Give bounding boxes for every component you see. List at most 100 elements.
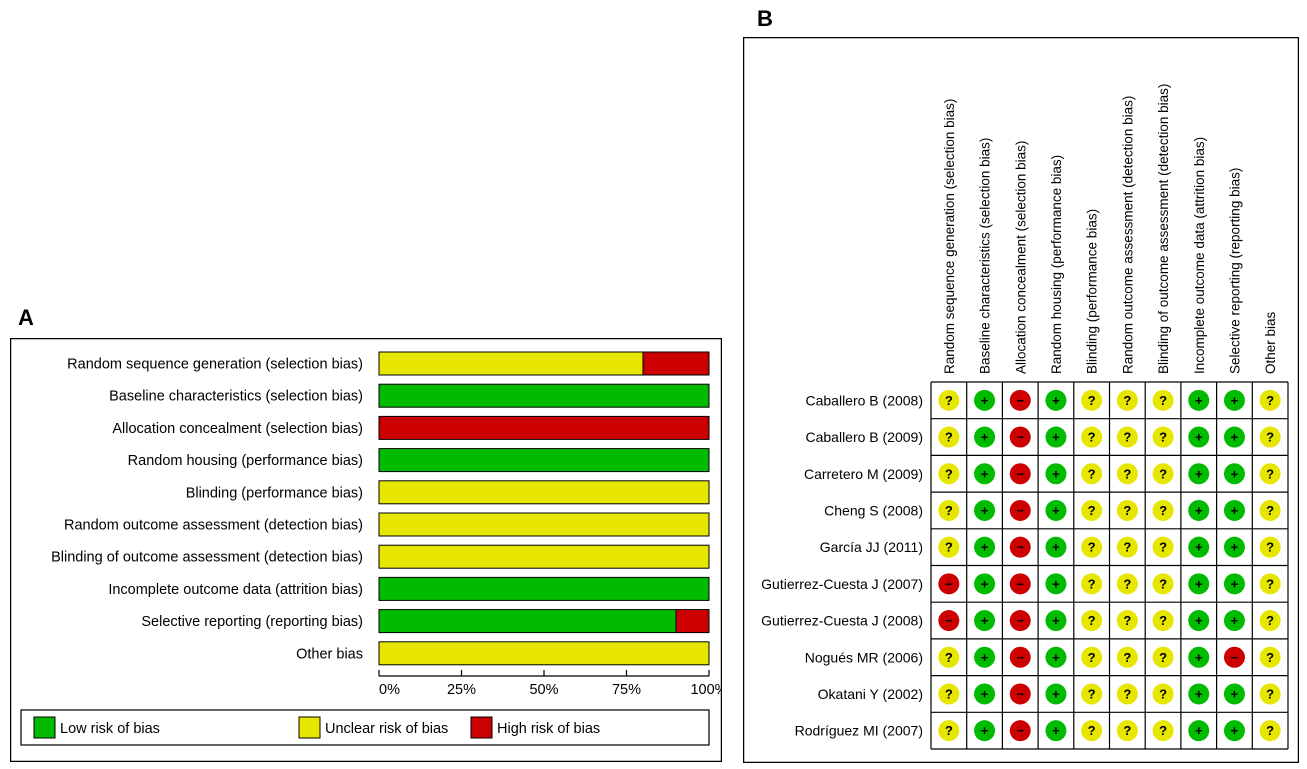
judgement-dot <box>1009 573 1031 595</box>
judgement-unclear: ? <box>1259 389 1281 411</box>
judgement-low: + <box>1188 573 1210 595</box>
judgement-symbol: ? <box>1123 650 1131 665</box>
judgement-dot <box>1009 389 1031 411</box>
judgement-unclear: ? <box>1081 389 1103 411</box>
judgement-dot <box>1116 463 1138 485</box>
judgement-symbol: + <box>1052 430 1060 445</box>
judgement-unclear: ? <box>1152 683 1174 705</box>
judgement-symbol: + <box>1052 466 1060 481</box>
judgement-symbol: + <box>1052 686 1060 701</box>
judgement-unclear: ? <box>1259 720 1281 742</box>
judgement-unclear: ? <box>1259 426 1281 448</box>
judgement-symbol: ? <box>1266 466 1274 481</box>
judgement-low: + <box>1045 499 1067 521</box>
judgement-high: − <box>938 573 960 595</box>
category-label: Random outcome assessment (detection bia… <box>64 518 363 534</box>
judgement-symbol: ? <box>1088 686 1096 701</box>
judgement-dot <box>1152 573 1174 595</box>
judgement-symbol: + <box>1231 430 1239 445</box>
judgement-dot <box>1259 683 1281 705</box>
judgement-dot <box>1259 610 1281 632</box>
judgement-high: − <box>1009 573 1031 595</box>
judgement-symbol: + <box>1195 466 1203 481</box>
judgement-dot <box>1045 536 1067 558</box>
risk-of-bias-summary: Random sequence generation (selection bi… <box>743 37 1299 763</box>
judgement-unclear: ? <box>1116 499 1138 521</box>
category-label: Blinding of outcome assessment (detectio… <box>51 550 363 566</box>
judgement-high: − <box>1009 646 1031 668</box>
study-label: García JJ (2011) <box>820 539 923 555</box>
judgement-dot <box>938 610 960 632</box>
x-tick-label: 75% <box>612 682 641 698</box>
judgement-symbol: − <box>1016 503 1024 518</box>
judgement-symbol: − <box>1016 540 1024 555</box>
judgement-symbol: + <box>1231 393 1239 408</box>
judgement-dot <box>1188 610 1210 632</box>
judgement-symbol: − <box>945 613 953 628</box>
judgement-symbol: ? <box>1159 466 1167 481</box>
judgement-symbol: ? <box>945 650 953 665</box>
x-tick-label: 25% <box>447 682 476 698</box>
judgement-dot <box>1188 720 1210 742</box>
judgement-low: + <box>1045 389 1067 411</box>
judgement-unclear: ? <box>1152 536 1174 558</box>
legend-swatch-low <box>33 716 56 739</box>
judgement-low: + <box>1223 499 1245 521</box>
legend-label-unclear: Unclear risk of bias <box>325 721 448 737</box>
judgement-unclear: ? <box>1259 610 1281 632</box>
judgement-symbol: ? <box>1266 576 1274 591</box>
judgement-dot <box>1259 499 1281 521</box>
judgement-low: + <box>1045 646 1067 668</box>
judgement-symbol: + <box>1195 723 1203 738</box>
judgement-dot <box>1081 683 1103 705</box>
judgement-dot <box>1116 720 1138 742</box>
judgement-symbol: + <box>1052 723 1060 738</box>
judgement-dot <box>974 610 996 632</box>
judgement-low: + <box>1223 610 1245 632</box>
judgement-high: − <box>1009 536 1031 558</box>
judgement-unclear: ? <box>938 536 960 558</box>
column-header: Baseline characteristics (selection bias… <box>978 138 993 374</box>
judgement-dot <box>1223 720 1245 742</box>
judgement-low: + <box>1223 720 1245 742</box>
judgement-low: + <box>974 720 996 742</box>
judgement-dot <box>1152 720 1174 742</box>
judgement-dot <box>938 536 960 558</box>
judgement-dot <box>1009 683 1031 705</box>
judgement-symbol: ? <box>1088 430 1096 445</box>
judgement-symbol: ? <box>1088 503 1096 518</box>
judgement-low: + <box>1045 610 1067 632</box>
judgement-high: − <box>1223 646 1245 668</box>
x-tick-label: 0% <box>379 682 400 698</box>
judgement-dot <box>1045 463 1067 485</box>
judgement-symbol: + <box>1195 576 1203 591</box>
judgement-symbol: ? <box>945 466 953 481</box>
judgement-low: + <box>1223 463 1245 485</box>
judgement-dot <box>1009 426 1031 448</box>
judgement-symbol: + <box>981 650 989 665</box>
judgement-dot <box>1152 499 1174 521</box>
judgement-low: + <box>1188 646 1210 668</box>
judgement-dot <box>1259 573 1281 595</box>
judgement-symbol: − <box>945 576 953 591</box>
legend-label-low: Low risk of bias <box>60 721 160 737</box>
judgement-dot <box>1081 536 1103 558</box>
judgement-symbol: ? <box>945 503 953 518</box>
judgement-symbol: ? <box>945 686 953 701</box>
judgement-dot <box>1045 683 1067 705</box>
judgement-dot <box>1188 389 1210 411</box>
judgement-symbol: − <box>1016 430 1024 445</box>
judgement-symbol: ? <box>1266 723 1274 738</box>
judgement-dot <box>1259 646 1281 668</box>
judgement-low: + <box>1188 610 1210 632</box>
judgement-symbol: ? <box>1088 540 1096 555</box>
judgement-dot <box>1188 426 1210 448</box>
legend-label-high: High risk of bias <box>497 721 600 737</box>
judgement-dot <box>1009 646 1031 668</box>
judgement-symbol: ? <box>1159 723 1167 738</box>
judgement-dot <box>1009 499 1031 521</box>
judgement-symbol: + <box>1195 503 1203 518</box>
judgement-dot <box>938 499 960 521</box>
judgement-symbol: ? <box>1088 650 1096 665</box>
judgement-low: + <box>1188 499 1210 521</box>
